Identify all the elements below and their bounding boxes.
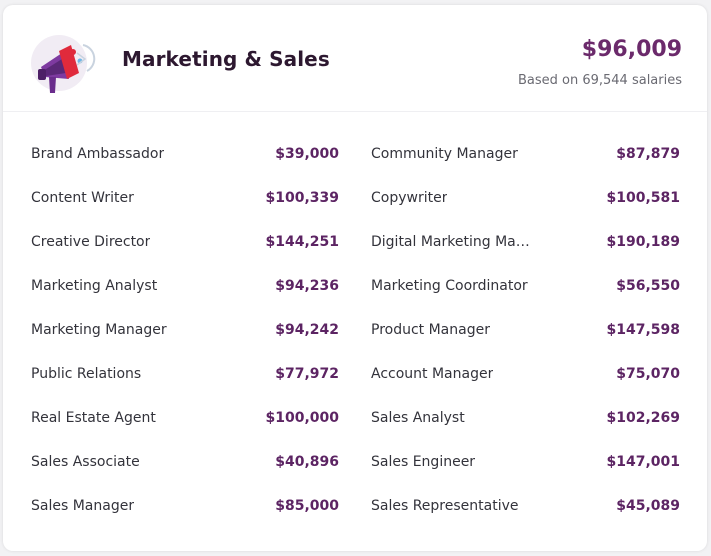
job-title: Brand Ambassador: [31, 146, 165, 162]
job-salary: $45,089: [616, 498, 680, 514]
job-salary: $190,189: [606, 234, 680, 250]
job-row[interactable]: Community Manager $87,879: [371, 146, 680, 168]
job-salary: $144,251: [265, 234, 339, 250]
job-salary: $100,000: [265, 410, 339, 426]
job-title: Real Estate Agent: [31, 410, 156, 426]
job-salary: $87,879: [616, 146, 680, 162]
job-salary: $94,242: [275, 322, 339, 338]
job-row[interactable]: Sales Analyst $102,269: [371, 410, 680, 432]
job-row[interactable]: Copywriter $100,581: [371, 190, 680, 212]
job-title: Sales Analyst: [371, 410, 465, 426]
card-header: Marketing & Sales $96,009 Based on 69,54…: [3, 5, 707, 112]
job-salary: $39,000: [275, 146, 339, 162]
job-title: Account Manager: [371, 366, 494, 382]
salary-count: Based on 69,544 salaries: [517, 73, 682, 88]
category-title: Marketing & Sales: [122, 47, 330, 71]
job-title: Digital Marketing Manager: [371, 234, 537, 250]
job-salary: $56,550: [616, 278, 680, 294]
job-title: Sales Manager: [31, 498, 135, 514]
job-row[interactable]: Marketing Analyst $94,236: [31, 278, 339, 300]
job-salary: $147,001: [606, 454, 680, 470]
job-row[interactable]: Public Relations $77,972: [31, 366, 339, 388]
job-row[interactable]: Sales Engineer $147,001: [371, 454, 680, 476]
job-salary: $85,000: [275, 498, 339, 514]
job-row[interactable]: Creative Director $144,251: [31, 234, 339, 256]
job-salary: $40,896: [275, 454, 339, 470]
job-title: Copywriter: [371, 190, 448, 206]
job-title: Content Writer: [31, 190, 134, 206]
job-title: Marketing Analyst: [31, 278, 158, 294]
job-row[interactable]: Digital Marketing Manager $190,189: [371, 234, 680, 256]
category-card: Marketing & Sales $96,009 Based on 69,54…: [3, 5, 707, 551]
job-row[interactable]: Product Manager $147,598: [371, 322, 680, 344]
job-title: Sales Representative: [371, 498, 519, 514]
job-salary: $102,269: [606, 410, 680, 426]
job-row[interactable]: Real Estate Agent $100,000: [31, 410, 339, 432]
job-row[interactable]: Brand Ambassador $39,000: [31, 146, 339, 168]
job-title: Creative Director: [31, 234, 151, 250]
job-salary: $100,339: [265, 190, 339, 206]
job-salary: $77,972: [275, 366, 339, 382]
job-row[interactable]: Sales Manager $85,000: [31, 498, 339, 520]
job-salary: $94,236: [275, 278, 339, 294]
job-title: Marketing Manager: [31, 322, 167, 338]
job-row[interactable]: Account Manager $75,070: [371, 366, 680, 388]
job-title: Marketing Coordinator: [371, 278, 528, 294]
job-row[interactable]: Marketing Manager $94,242: [31, 322, 339, 344]
megaphone-icon: [29, 31, 101, 97]
job-salary: $75,070: [616, 366, 680, 382]
job-title: Public Relations: [31, 366, 142, 382]
job-title: Sales Engineer: [371, 454, 476, 470]
average-salary: $96,009: [581, 37, 682, 62]
job-row[interactable]: Marketing Coordinator $56,550: [371, 278, 680, 300]
job-title: Sales Associate: [31, 454, 140, 470]
job-salary: $147,598: [606, 322, 680, 338]
job-row[interactable]: Sales Representative $45,089: [371, 498, 680, 520]
job-salary: $100,581: [606, 190, 680, 206]
job-row[interactable]: Content Writer $100,339: [31, 190, 339, 212]
job-title: Community Manager: [371, 146, 518, 162]
job-title: Product Manager: [371, 322, 490, 338]
job-row[interactable]: Sales Associate $40,896: [31, 454, 339, 476]
